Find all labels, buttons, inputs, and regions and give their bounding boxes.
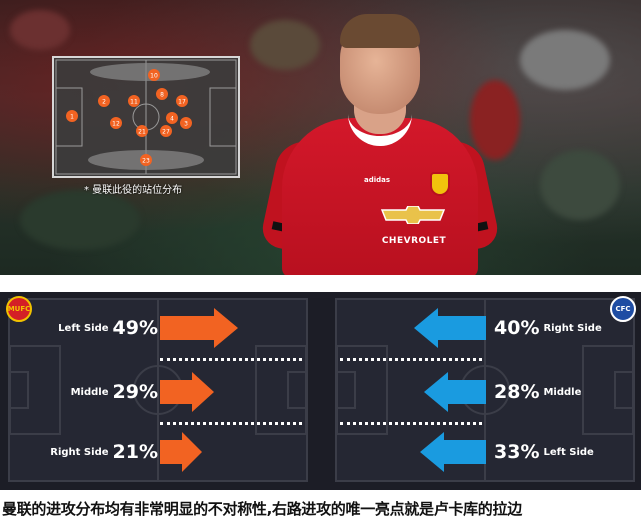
- player-number: 12: [112, 121, 120, 128]
- arrow-left-icon: [414, 308, 486, 348]
- player-number: 21: [138, 129, 146, 136]
- jersey-crest-icon: [430, 172, 450, 196]
- player-position-dot: 2: [98, 95, 110, 107]
- player-figure: adidas CHEVROLET: [259, 0, 501, 275]
- formation-pitch: 10 2 11 8 17 1 12 21 4 3 23 27: [55, 59, 237, 175]
- player-position-dot: 21: [136, 125, 148, 137]
- lane-divider: [340, 358, 482, 361]
- stat-value: 28%: [494, 381, 540, 403]
- player-number: 4: [170, 116, 174, 123]
- arrow-right-icon: [160, 432, 202, 472]
- player-position-dot: 12: [110, 117, 122, 129]
- lane-divider: [340, 422, 482, 425]
- player-number: 11: [130, 99, 138, 106]
- player-position-dot: 1: [66, 110, 78, 122]
- player-position-dot: 11: [128, 95, 140, 107]
- stat-value: 49%: [112, 317, 158, 339]
- stat-value: 40%: [494, 317, 540, 339]
- arrow-left-icon: [420, 432, 486, 472]
- article-caption: 曼联的进攻分布均有非常明显的不对称性,右路进攻的唯一亮点就是卢卡库的拉边: [2, 500, 522, 518]
- stat-value: 21%: [112, 441, 158, 463]
- player-position-dot: 3: [180, 117, 192, 129]
- formation-caption: * 曼联此役的站位分布: [84, 185, 183, 196]
- stat-label: Right Side: [50, 446, 109, 458]
- crowd-blur: [250, 20, 320, 70]
- hair: [340, 14, 420, 48]
- stat-label: Left Side: [543, 446, 594, 458]
- jersey-sponsor: CHEVROLET: [381, 236, 447, 246]
- arrow-left-icon: [424, 372, 486, 412]
- stat-label: Left Side: [58, 322, 109, 334]
- player-number: 3: [184, 121, 188, 128]
- player-number: 17: [178, 99, 186, 106]
- player-position-dot: 8: [156, 88, 168, 100]
- stat-label: Right Side: [543, 322, 602, 334]
- stat-value: 29%: [112, 381, 158, 403]
- stat-value: 33%: [494, 441, 540, 463]
- formation-inset: 10 2 11 8 17 1 12 21 4 3 23 27: [52, 56, 240, 178]
- player-number: 27: [162, 129, 170, 136]
- right-team-row-right-side: 40% Right Side: [490, 308, 620, 348]
- jersey-brand: adidas: [364, 176, 391, 184]
- player-number: 23: [142, 158, 150, 165]
- player-photo: adidas CHEVROLET 10 2 11 8 17 1 12 21 4 3 23 27 * 曼…: [0, 0, 641, 275]
- player-position-dot: 27: [160, 125, 172, 137]
- player-number: 8: [160, 92, 164, 99]
- player-number: 1: [70, 114, 74, 121]
- lane-divider: [160, 358, 302, 361]
- collar: [348, 112, 412, 146]
- chelsea-crest-icon: CFC: [610, 296, 636, 322]
- left-team-row-left-side: Left Side 49%: [28, 308, 158, 348]
- left-team-row-right-side: Right Side 21%: [28, 432, 158, 472]
- crowd-blur: [20, 190, 140, 250]
- player-number: 10: [150, 73, 158, 80]
- crowd-blur: [470, 80, 520, 160]
- left-team-row-middle: Middle 29%: [28, 372, 158, 412]
- left-team-pitch: [8, 298, 308, 482]
- arrow-right-icon: [160, 372, 214, 412]
- pitch-lines: [10, 300, 306, 480]
- player-number: 2: [102, 99, 106, 106]
- player-position-dot: 23: [140, 154, 152, 166]
- crowd-blur: [520, 30, 610, 90]
- right-team-row-left-side: 33% Left Side: [490, 432, 620, 472]
- player-position-dot: 10: [148, 69, 160, 81]
- crowd-blur: [540, 150, 620, 220]
- stat-label: Middle: [543, 386, 582, 398]
- attack-distribution-panel: MUFC CFC Left Side 49% Middle 29% Right …: [0, 292, 641, 490]
- lane-divider: [160, 422, 302, 425]
- player-position-dot: 4: [166, 112, 178, 124]
- bowtie-logo-icon: [380, 206, 446, 224]
- right-team-row-middle: 28% Middle: [490, 372, 620, 412]
- arrow-right-icon: [160, 308, 238, 348]
- player-position-dot: 17: [176, 95, 188, 107]
- crowd-blur: [10, 10, 70, 50]
- manchester-united-crest-icon: MUFC: [6, 296, 32, 322]
- stat-label: Middle: [70, 386, 109, 398]
